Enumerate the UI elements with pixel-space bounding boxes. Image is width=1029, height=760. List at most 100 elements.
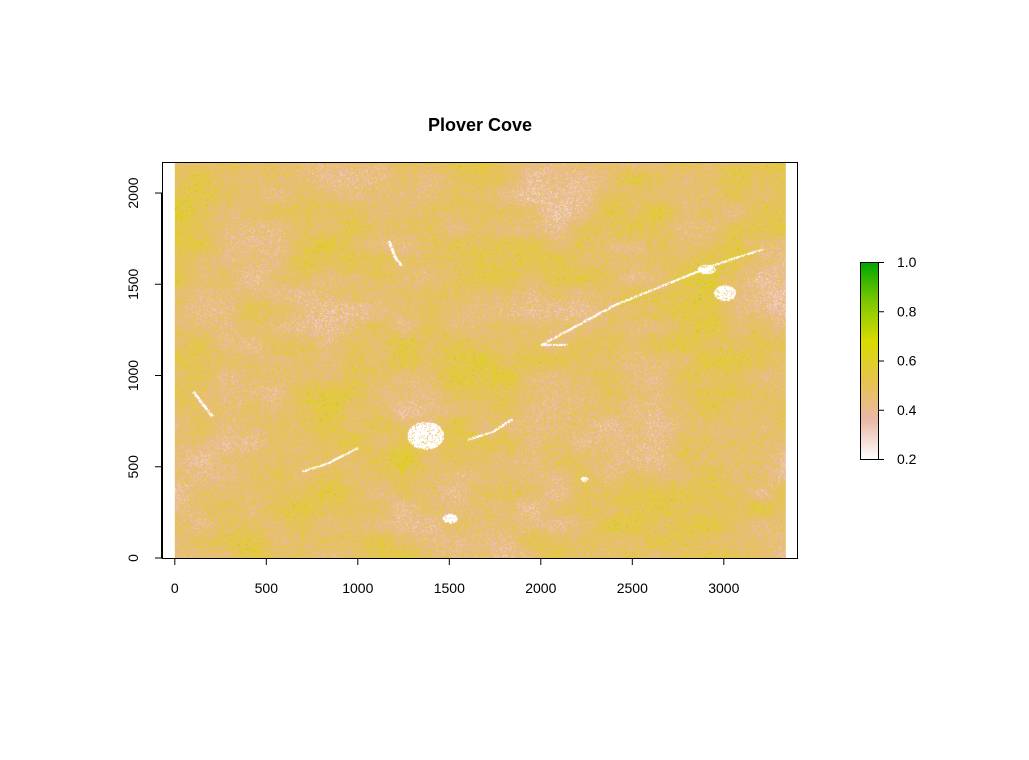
- legend-swatch: [860, 267, 878, 271]
- legend-swatch: [860, 328, 878, 332]
- legend-swatch: [860, 315, 878, 318]
- legend-swatch: [860, 319, 878, 322]
- legend-swatch: [860, 443, 878, 446]
- raster-image: [174, 162, 786, 558]
- color-legend: 0.2 0.4 0.6 0.8 1.0: [860, 254, 917, 467]
- legend-swatch: [860, 340, 878, 344]
- legend-swatch: [860, 293, 878, 297]
- legend-swatch: [860, 457, 878, 460]
- legend-swatch: [860, 374, 878, 377]
- legend-swatch: [860, 354, 878, 358]
- legend-swatch: [860, 423, 878, 427]
- legend-swatch: [860, 289, 878, 293]
- legend-swatch: [860, 407, 878, 411]
- legend-swatch: [860, 330, 878, 334]
- legend-swatch: [860, 342, 878, 346]
- legend-swatch: [860, 338, 878, 342]
- legend-swatch: [860, 358, 878, 362]
- legend-swatch: [860, 303, 878, 306]
- legend-swatch: [860, 287, 878, 291]
- legend-tick-label: 0.4: [897, 402, 917, 418]
- legend-swatch: [860, 395, 878, 399]
- legend-swatch: [860, 453, 878, 456]
- legend-swatch: [860, 429, 878, 433]
- legend-swatch: [860, 285, 878, 289]
- legend-swatch: [860, 265, 878, 269]
- legend-swatch: [860, 281, 878, 285]
- x-tick-label: 3000: [708, 580, 739, 596]
- y-tick-label: 500: [125, 455, 141, 479]
- legend-swatch: [860, 301, 878, 304]
- legend-swatch: [860, 417, 878, 421]
- legend-swatch: [860, 360, 878, 364]
- x-axis: 0 500 1000 1500 2000 2500 3000: [171, 558, 740, 596]
- legend-swatch: [860, 447, 878, 450]
- legend-swatch: [860, 433, 878, 436]
- legend-swatch: [860, 376, 878, 379]
- legend-swatch: [860, 425, 878, 429]
- legend-swatch: [860, 323, 878, 326]
- y-tick-label: 2000: [125, 177, 141, 208]
- legend-swatch: [860, 279, 878, 283]
- legend-swatch: [860, 346, 878, 350]
- legend-swatch: [860, 269, 878, 273]
- legend-swatch: [860, 327, 878, 330]
- legend-swatch: [860, 283, 878, 287]
- y-tick-label: 1500: [125, 268, 141, 299]
- legend-swatch: [860, 262, 878, 265]
- legend-swatch: [860, 344, 878, 348]
- legend-swatch: [860, 273, 878, 277]
- legend-tick-label: 0.8: [897, 303, 917, 319]
- legend-swatch: [860, 336, 878, 340]
- legend-swatch: [860, 366, 878, 369]
- legend-swatch: [860, 397, 878, 401]
- x-tick-label: 2000: [525, 580, 556, 596]
- x-tick-label: 1500: [434, 580, 465, 596]
- legend-swatch: [860, 356, 878, 360]
- legend-swatch: [860, 313, 878, 316]
- legend-swatch: [860, 449, 878, 452]
- legend-swatch: [860, 334, 878, 338]
- legend-swatch: [860, 372, 878, 375]
- legend-swatch: [860, 350, 878, 354]
- legend-swatch: [860, 439, 878, 442]
- legend-swatch: [860, 399, 878, 403]
- legend-swatch: [860, 382, 878, 385]
- x-tick-label: 0: [171, 580, 179, 596]
- legend-swatch: [860, 431, 878, 434]
- legend-swatch: [860, 317, 878, 320]
- legend-swatch: [860, 451, 878, 454]
- legend-swatch: [860, 401, 878, 405]
- plot-frame: [162, 162, 798, 559]
- legend-swatch: [860, 297, 878, 301]
- x-tick-label: 1000: [342, 580, 373, 596]
- legend-swatch: [860, 380, 878, 383]
- legend-swatch: [860, 435, 878, 438]
- legend-swatch: [860, 390, 878, 393]
- legend-swatch: [860, 419, 878, 423]
- legend-swatch: [860, 405, 878, 409]
- y-tick-label: 0: [125, 554, 141, 562]
- legend-swatch: [860, 364, 878, 368]
- raster-heatmap: [174, 162, 786, 558]
- chart-title: Plover Cove: [428, 115, 532, 135]
- y-tick-label: 1000: [125, 360, 141, 391]
- legend-swatch: [860, 370, 878, 373]
- legend-swatch: [860, 275, 878, 279]
- legend-swatch: [860, 325, 878, 328]
- legend-swatch: [860, 311, 878, 314]
- legend-swatch: [860, 277, 878, 281]
- legend-tick-label: 0.2: [897, 451, 917, 467]
- legend-swatch: [860, 309, 878, 312]
- legend-swatch: [860, 455, 878, 458]
- legend-swatch: [860, 384, 878, 387]
- legend-swatch: [860, 299, 878, 302]
- legend-swatch: [860, 352, 878, 356]
- legend-swatch: [860, 295, 878, 299]
- legend-swatch: [860, 332, 878, 336]
- legend-swatch: [860, 386, 878, 389]
- legend-swatch: [860, 393, 878, 397]
- legend-swatch: [860, 392, 878, 395]
- legend-swatch: [860, 413, 878, 417]
